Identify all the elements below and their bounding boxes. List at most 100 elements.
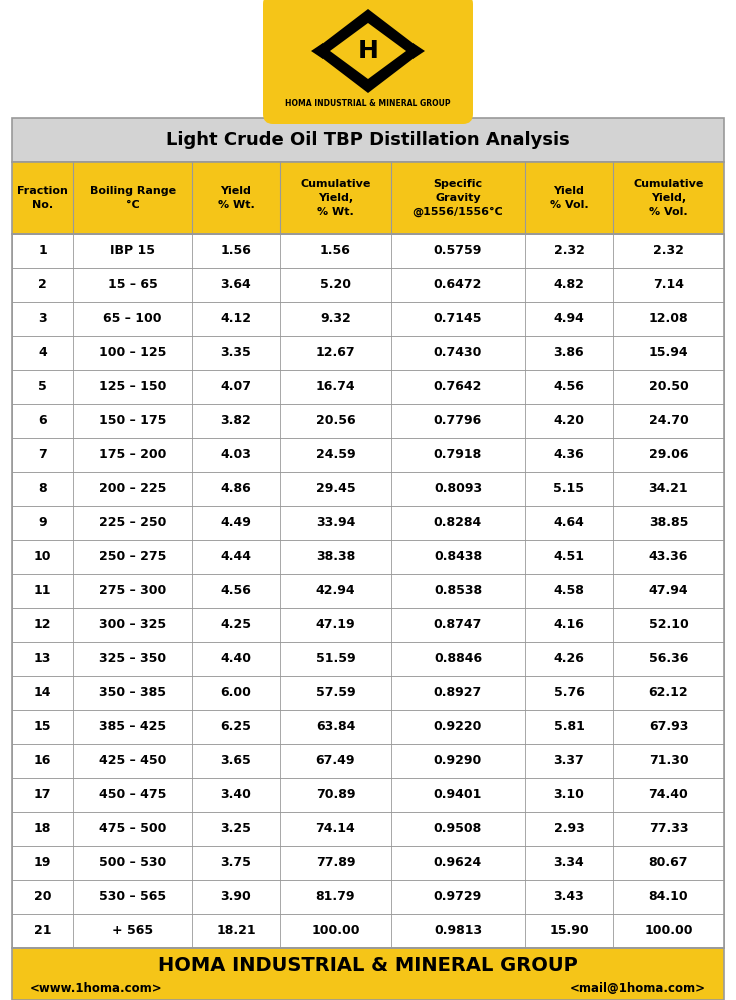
- Text: 18: 18: [34, 822, 52, 836]
- Text: 51.59: 51.59: [316, 652, 355, 666]
- Text: 3.75: 3.75: [221, 856, 252, 869]
- Text: 29.45: 29.45: [316, 483, 355, 495]
- Text: 4.07: 4.07: [221, 380, 252, 393]
- Text: 42.94: 42.94: [316, 584, 355, 597]
- Text: 5.76: 5.76: [553, 686, 584, 700]
- Text: 2.93: 2.93: [553, 822, 584, 836]
- Bar: [12, 608, 724, 642]
- Text: Specific
Gravity
@1556/1556°C: Specific Gravity @1556/1556°C: [413, 179, 503, 217]
- Polygon shape: [311, 43, 323, 59]
- Text: 43.36: 43.36: [649, 550, 688, 564]
- Text: 8: 8: [38, 483, 47, 495]
- Text: 6.25: 6.25: [221, 720, 252, 734]
- Text: 4.16: 4.16: [553, 618, 584, 632]
- Text: 5.81: 5.81: [553, 720, 584, 734]
- Text: 65 – 100: 65 – 100: [103, 312, 162, 326]
- Text: 2.32: 2.32: [553, 244, 584, 257]
- Text: 450 – 475: 450 – 475: [99, 788, 166, 802]
- Text: 77.89: 77.89: [316, 856, 355, 869]
- Text: 33.94: 33.94: [316, 516, 355, 530]
- Text: H: H: [358, 39, 378, 63]
- Text: 125 – 150: 125 – 150: [99, 380, 166, 393]
- Text: 12: 12: [34, 618, 52, 632]
- Text: 5: 5: [38, 380, 47, 393]
- Text: 1.56: 1.56: [221, 244, 252, 257]
- Bar: [12, 880, 724, 914]
- Text: Cumulative
Yield,
% Wt.: Cumulative Yield, % Wt.: [300, 179, 371, 217]
- Text: 4.44: 4.44: [221, 550, 252, 564]
- Text: 4.03: 4.03: [221, 448, 252, 462]
- Text: 62.12: 62.12: [648, 686, 688, 700]
- Text: 3.65: 3.65: [221, 754, 251, 768]
- Text: 67.93: 67.93: [649, 720, 688, 734]
- Text: 4.64: 4.64: [553, 516, 584, 530]
- Text: 63.84: 63.84: [316, 720, 355, 734]
- Bar: [12, 710, 724, 744]
- Text: 20: 20: [34, 890, 52, 904]
- Text: 77.33: 77.33: [648, 822, 688, 836]
- Text: 38.38: 38.38: [316, 550, 355, 564]
- Text: 24.70: 24.70: [648, 414, 688, 428]
- Text: 350 – 385: 350 – 385: [99, 686, 166, 700]
- Text: 15: 15: [34, 720, 52, 734]
- Text: 1: 1: [38, 244, 47, 257]
- Text: 11: 11: [34, 584, 52, 597]
- Text: Yield
% Vol.: Yield % Vol.: [550, 186, 588, 210]
- Text: 13: 13: [34, 652, 52, 666]
- Text: 6.00: 6.00: [221, 686, 252, 700]
- Text: 16.74: 16.74: [316, 380, 355, 393]
- Polygon shape: [313, 9, 423, 93]
- Text: 0.7642: 0.7642: [434, 380, 482, 393]
- Text: 0.9508: 0.9508: [434, 822, 482, 836]
- Text: 4.25: 4.25: [221, 618, 252, 632]
- Text: 0.9729: 0.9729: [434, 890, 482, 904]
- Text: 4.86: 4.86: [221, 483, 251, 495]
- Text: 4.56: 4.56: [553, 380, 584, 393]
- Text: 20.56: 20.56: [316, 414, 355, 428]
- Text: 2.32: 2.32: [653, 244, 684, 257]
- Text: 250 – 275: 250 – 275: [99, 550, 166, 564]
- Text: 100.00: 100.00: [311, 924, 360, 938]
- Text: 4.49: 4.49: [221, 516, 252, 530]
- Bar: [12, 302, 724, 336]
- Text: 38.85: 38.85: [649, 516, 688, 530]
- Text: 0.9401: 0.9401: [434, 788, 482, 802]
- Text: 70.89: 70.89: [316, 788, 355, 802]
- Text: 0.8284: 0.8284: [434, 516, 482, 530]
- Text: 0.5759: 0.5759: [434, 244, 482, 257]
- Text: 47.19: 47.19: [316, 618, 355, 632]
- Text: Boiling Range
°C: Boiling Range °C: [90, 186, 176, 210]
- Bar: [12, 234, 724, 948]
- Text: 0.9813: 0.9813: [434, 924, 482, 938]
- Text: 1.56: 1.56: [320, 244, 351, 257]
- Text: 3.10: 3.10: [553, 788, 584, 802]
- Text: 3.86: 3.86: [553, 347, 584, 360]
- Bar: [12, 472, 724, 506]
- Text: 7.14: 7.14: [653, 278, 684, 292]
- Text: 4.58: 4.58: [553, 584, 584, 597]
- Text: 500 – 530: 500 – 530: [99, 856, 166, 869]
- Bar: [12, 948, 724, 1000]
- Bar: [12, 914, 724, 948]
- Bar: [12, 744, 724, 778]
- Text: 12.08: 12.08: [648, 312, 688, 326]
- Text: 100.00: 100.00: [644, 924, 693, 938]
- Text: HOMA INDUSTRIAL & MINERAL GROUP: HOMA INDUSTRIAL & MINERAL GROUP: [158, 956, 578, 975]
- Text: 24.59: 24.59: [316, 448, 355, 462]
- Text: IBP 15: IBP 15: [110, 244, 155, 257]
- Text: 0.8538: 0.8538: [434, 584, 482, 597]
- Text: HOMA INDUSTRIAL & MINERAL GROUP: HOMA INDUSTRIAL & MINERAL GROUP: [285, 100, 451, 108]
- Text: 12.67: 12.67: [316, 347, 355, 360]
- Text: Cumulative
Yield,
% Vol.: Cumulative Yield, % Vol.: [633, 179, 704, 217]
- Text: 15 – 65: 15 – 65: [107, 278, 158, 292]
- Text: 3.25: 3.25: [221, 822, 252, 836]
- Text: 84.10: 84.10: [648, 890, 688, 904]
- Text: 3.64: 3.64: [221, 278, 251, 292]
- Text: 200 – 225: 200 – 225: [99, 483, 166, 495]
- Text: 5.20: 5.20: [320, 278, 351, 292]
- Text: 4.12: 4.12: [221, 312, 252, 326]
- Text: 0.9624: 0.9624: [434, 856, 482, 869]
- Bar: [12, 370, 724, 404]
- Text: <www.1homa.com>: <www.1homa.com>: [30, 982, 163, 995]
- Text: 225 – 250: 225 – 250: [99, 516, 166, 530]
